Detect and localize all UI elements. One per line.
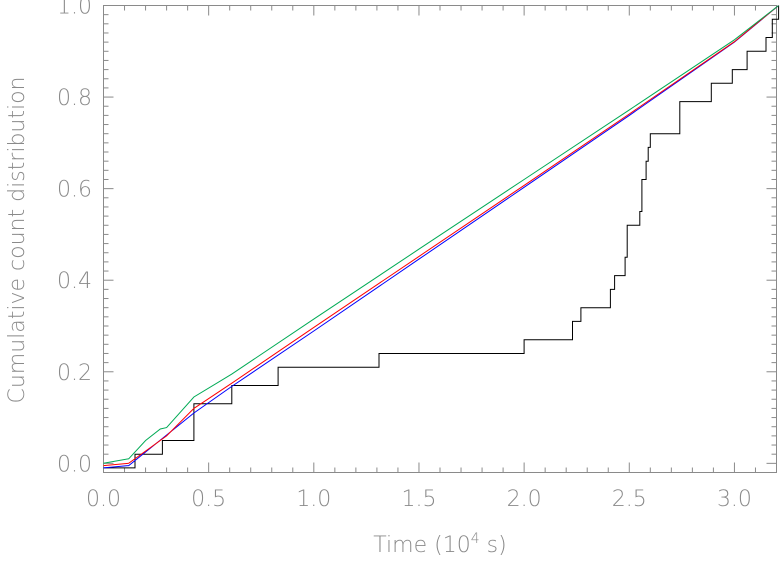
y-tick-label: 1.0 xyxy=(57,0,92,20)
y-tick-label: 0.4 xyxy=(57,269,92,294)
x-tick-label: 0.0 xyxy=(86,487,121,512)
axis-ticks xyxy=(103,5,777,473)
y-axis-title: Cumulative count distribution xyxy=(5,77,30,404)
x-tick-label: 0.5 xyxy=(191,487,226,512)
y-tick-label: 0.6 xyxy=(57,178,92,203)
y-tick-label: 0.2 xyxy=(57,361,92,386)
series-line-3 xyxy=(103,5,779,464)
y-tick-label: 0.0 xyxy=(57,452,92,477)
x-tick-label: 2.0 xyxy=(507,487,542,512)
x-axis-title-superscript: 4 xyxy=(471,531,480,547)
series-line-0 xyxy=(103,5,780,469)
plot-frame xyxy=(103,5,777,473)
series-line-2 xyxy=(103,5,779,467)
series-line-1 xyxy=(103,5,779,469)
x-tick-label: 2.5 xyxy=(612,487,647,512)
series-group xyxy=(103,5,780,469)
x-tick-label: 1.5 xyxy=(401,487,436,512)
tick-labels: 0.0 0.5 1.0 1.5 2.0 2.5 3.0 0.0 0.2 0.4 0.6 0.8 1.0 xyxy=(57,0,752,512)
x-axis-title: Time (104 s) xyxy=(373,531,506,558)
y-tick-label: 0.8 xyxy=(57,86,92,111)
x-tick-label: 3.0 xyxy=(717,487,752,512)
x-tick-label: 1.0 xyxy=(296,487,331,512)
x-axis-title-tail: s) xyxy=(480,533,507,558)
